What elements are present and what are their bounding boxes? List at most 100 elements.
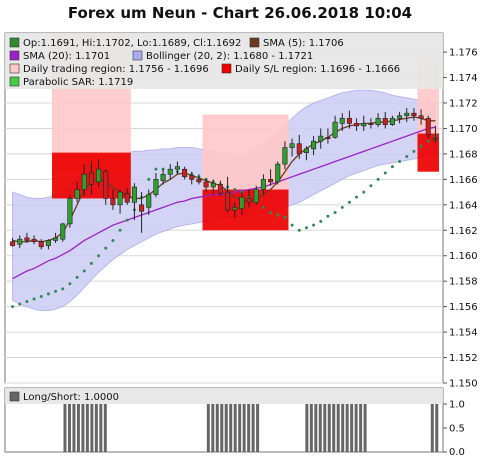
candle-body — [160, 173, 166, 181]
sar-dot — [304, 226, 308, 230]
candle-body — [296, 143, 302, 155]
candle-body — [346, 117, 352, 124]
sar-dot — [147, 177, 151, 181]
long-short-bar — [229, 404, 233, 452]
candle-body — [432, 138, 438, 141]
bollinger-legend-swatch — [132, 50, 143, 61]
long-short-bar — [81, 404, 85, 452]
candle-body — [117, 191, 123, 206]
sma5-legend-label: SMA (5): 1.1706 — [263, 38, 344, 49]
sar-dot — [312, 223, 316, 227]
sma20-legend-label: SMA (20): 1.1701 — [23, 51, 110, 62]
bollinger-legend-label: Bollinger (20, 2): 1.1680 - 1.1721 — [146, 51, 313, 62]
sar-dot — [362, 190, 366, 194]
sar-dot — [369, 184, 373, 188]
candle-body — [382, 117, 388, 125]
sar-dot — [32, 297, 36, 301]
long-short-bar — [345, 404, 349, 452]
sar-dot — [276, 213, 280, 217]
long-short-legend-box — [5, 388, 443, 404]
sar-dot — [39, 294, 43, 298]
long-short-bar — [323, 404, 327, 452]
sar-dot — [89, 261, 93, 265]
sar-legend-swatch — [9, 76, 20, 87]
candle-body — [189, 175, 195, 180]
long-short-tick-label: 1.0 — [449, 400, 465, 411]
candle-body — [368, 123, 374, 125]
price-tick-label: 1.174 — [449, 73, 478, 84]
candle-body — [411, 112, 417, 117]
long-short-bar — [76, 404, 80, 452]
candle-body — [96, 168, 102, 183]
long-short-axis: 1.0 0.5 0.0 — [443, 400, 465, 458]
candle-body — [404, 112, 410, 117]
sar-dot — [68, 282, 72, 286]
candle-body — [282, 147, 288, 165]
candle-body — [239, 196, 245, 209]
candle-body — [225, 191, 231, 211]
long-short-bar — [363, 404, 367, 452]
price-tick-label: 1.168 — [449, 149, 478, 160]
sar-dot — [82, 269, 86, 273]
candle-body — [110, 198, 116, 206]
sma5-legend-swatch — [249, 37, 260, 48]
candle-body — [275, 163, 281, 183]
candle-body — [354, 123, 360, 127]
sar-dot — [355, 195, 359, 199]
long-short-legend-swatch — [9, 391, 20, 402]
sar-dot — [333, 210, 337, 214]
candle-body — [303, 148, 309, 153]
legend-box — [5, 33, 443, 89]
candle-body — [203, 181, 209, 188]
long-short-bar — [430, 404, 434, 452]
candle-body — [217, 184, 223, 194]
price-tick-label: 1.176 — [449, 48, 478, 59]
long-short-bar — [206, 404, 210, 452]
sar-dot — [261, 205, 265, 209]
candle-body — [131, 186, 137, 203]
long-short-bar — [318, 404, 322, 452]
sar-dot — [383, 171, 387, 175]
long-short-bar — [90, 404, 94, 452]
candle-body — [17, 238, 23, 245]
candle-body — [332, 121, 338, 138]
sar-dot — [297, 228, 301, 232]
long-short-bar — [94, 404, 98, 452]
long-short-bar — [341, 404, 345, 452]
daily-trading-region — [202, 114, 289, 190]
sar-dot — [405, 154, 409, 158]
sar-dot — [376, 177, 380, 181]
long-short-bar — [327, 404, 331, 452]
candle-body — [232, 207, 238, 211]
sar-dot — [419, 144, 423, 148]
candle-body — [45, 240, 51, 246]
long-short-bar — [354, 404, 358, 452]
candle-body — [425, 117, 431, 136]
candle-body — [174, 166, 180, 170]
price-tick-label: 1.154 — [449, 328, 478, 339]
long-short-bar — [435, 404, 439, 452]
long-short-tick-label: 0.0 — [449, 447, 465, 457]
sar-dot — [347, 200, 351, 204]
candle-body — [81, 173, 87, 190]
long-short-bar — [350, 404, 354, 452]
candle-body — [325, 137, 331, 139]
ohlc-legend-swatch — [9, 37, 20, 48]
price-tick-label: 1.166 — [449, 175, 478, 186]
sar-dot — [269, 210, 273, 214]
sar-dot — [118, 228, 122, 232]
sar-dot — [54, 289, 58, 293]
price-tick-label: 1.170 — [449, 124, 478, 135]
candle-body — [196, 179, 202, 183]
sma20-line — [12, 126, 436, 280]
long-short-bar — [247, 404, 251, 452]
long-short-bar — [251, 404, 255, 452]
sar-dot — [111, 238, 115, 242]
long-short-tick-label: 0.5 — [449, 424, 465, 435]
candle-body — [311, 140, 317, 150]
candles — [10, 108, 438, 250]
long-short-bar — [359, 404, 363, 452]
sar-dot — [61, 287, 65, 291]
sar-dot — [97, 254, 101, 258]
